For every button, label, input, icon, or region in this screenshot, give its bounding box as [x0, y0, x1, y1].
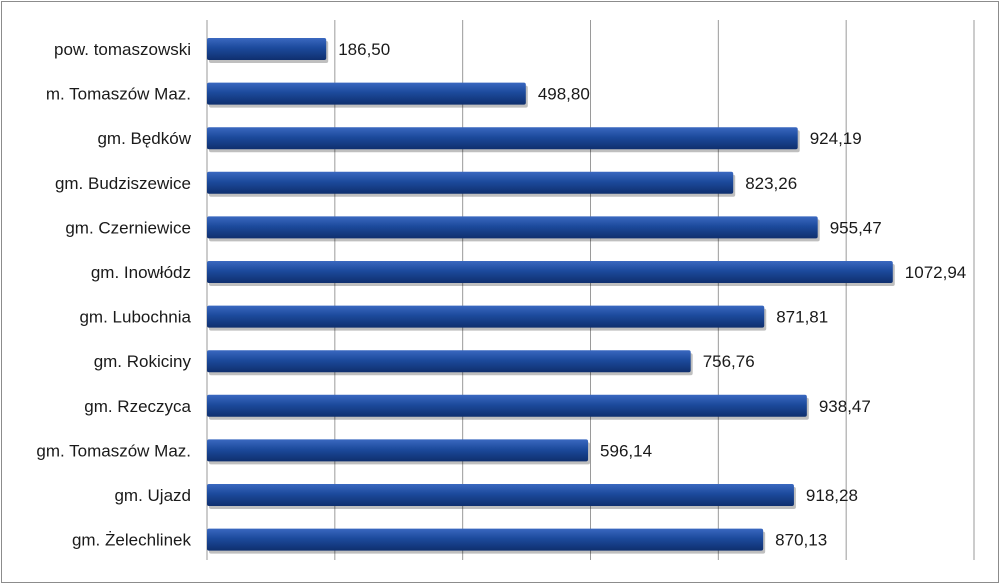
- value-label: 823,26: [745, 174, 797, 193]
- bar: [207, 38, 327, 60]
- gridlines: [206, 20, 975, 560]
- category-label: m. Tomaszów Maz.: [46, 85, 191, 104]
- category-label: gm. Będków: [97, 129, 191, 148]
- bars: [207, 38, 895, 554]
- value-label: 871,81: [776, 308, 828, 327]
- value-label: 938,47: [819, 397, 871, 416]
- category-label: gm. Tomaszów Maz.: [36, 441, 191, 460]
- bar: [207, 528, 764, 551]
- bar: [207, 127, 798, 150]
- value-label: 596,14: [600, 441, 652, 460]
- category-label: gm. Inowłódz: [91, 263, 191, 282]
- value-label: 918,28: [806, 486, 858, 505]
- labels: pow. tomaszowski 186,50 m. Tomaszów Maz. 49…: [36, 40, 966, 550]
- bar: [207, 305, 765, 328]
- category-label: pow. tomaszowski: [54, 40, 191, 59]
- bar: [207, 394, 807, 417]
- value-label: 1072,94: [905, 263, 966, 282]
- category-label: gm. Rokiciny: [94, 352, 192, 371]
- value-label: 186,50: [338, 40, 390, 59]
- value-label: 498,80: [538, 85, 590, 104]
- bar: [207, 82, 526, 105]
- bar: [207, 350, 691, 373]
- category-label: gm. Czerniewice: [65, 218, 191, 237]
- bar: [207, 484, 794, 506]
- value-label: 756,76: [703, 352, 755, 371]
- value-label: 955,47: [830, 218, 882, 237]
- value-label: 924,19: [810, 129, 862, 148]
- category-label: gm. Żelechlinek: [72, 531, 192, 550]
- bar: [207, 171, 734, 194]
- category-label: gm. Lubochnia: [79, 308, 191, 327]
- category-label: gm. Ujazd: [114, 486, 191, 505]
- bar: [207, 216, 818, 239]
- bar: [207, 439, 589, 462]
- category-label: gm. Rzeczyca: [84, 397, 191, 416]
- bar: [207, 261, 893, 283]
- value-label: 870,13: [775, 531, 827, 550]
- category-label: gm. Budziszewice: [55, 174, 191, 193]
